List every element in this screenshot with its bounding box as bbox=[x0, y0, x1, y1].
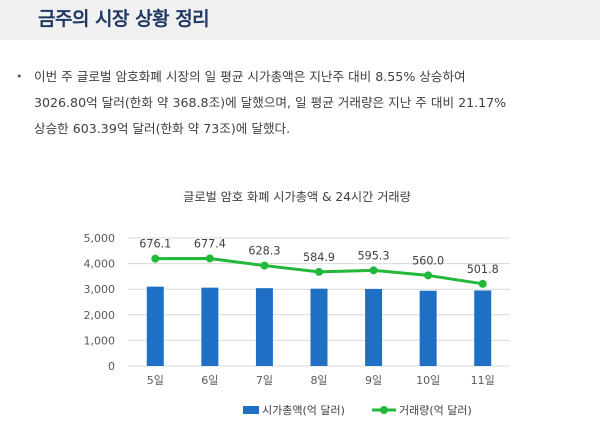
line-point bbox=[315, 267, 323, 276]
summary-line-3: 상승한 603.39억 달러(한화 약 73조)에 달했다. bbox=[34, 121, 291, 136]
line-point bbox=[424, 271, 433, 280]
data-label: 628.3 bbox=[248, 245, 280, 258]
line-point bbox=[151, 254, 160, 263]
legend-label: 시가총액(억 달러) bbox=[262, 404, 345, 417]
summary-line-2: 3026.80억 달러(한화 약 368.8조)에 달했으며, 일 평균 거래량… bbox=[34, 95, 507, 110]
bar bbox=[201, 287, 219, 366]
y-tick-label: 4,000 bbox=[84, 258, 116, 271]
line-point bbox=[369, 266, 378, 275]
line-point bbox=[478, 279, 487, 288]
bar bbox=[365, 288, 383, 366]
header-band bbox=[0, 0, 600, 40]
bar bbox=[310, 288, 328, 366]
x-tick-label: 8일 bbox=[310, 373, 327, 387]
y-tick-label: 0 bbox=[108, 360, 115, 373]
x-tick-label: 10일 bbox=[416, 373, 440, 387]
data-label: 676.1 bbox=[139, 238, 171, 251]
x-tick-label: 5일 bbox=[147, 373, 164, 387]
bar bbox=[474, 290, 492, 366]
data-label: 677.4 bbox=[194, 237, 226, 250]
legend-line-marker bbox=[380, 406, 388, 414]
summary-text: 이번 주 글로벌 암호화폐 시장의 일 평균 시가총액은 지난주 대비 8.55… bbox=[34, 64, 586, 142]
bar bbox=[146, 286, 164, 366]
data-label: 584.9 bbox=[303, 251, 335, 264]
bar bbox=[419, 290, 437, 366]
x-tick-label: 6일 bbox=[201, 373, 218, 387]
line-point bbox=[205, 254, 214, 263]
legend-bar-swatch bbox=[243, 406, 259, 414]
summary-line-1: 이번 주 글로벌 암호화폐 시장의 일 평균 시가총액은 지난주 대비 8.55… bbox=[34, 69, 466, 84]
x-tick-label: 9일 bbox=[365, 373, 382, 387]
data-label: 501.8 bbox=[467, 263, 499, 276]
chart-title: 글로벌 암호 화폐 시가총액 & 24시간 거래량 bbox=[183, 190, 411, 204]
y-tick-label: 2,000 bbox=[84, 309, 116, 322]
bar bbox=[255, 288, 273, 366]
data-label: 595.3 bbox=[358, 249, 390, 262]
y-tick-label: 3,000 bbox=[84, 283, 116, 296]
line-point bbox=[260, 261, 269, 270]
legend-label: 거래량(억 달러) bbox=[399, 404, 472, 417]
data-label: 560.0 bbox=[412, 254, 444, 267]
y-tick-label: 1,000 bbox=[84, 334, 116, 347]
y-tick-label: 5,000 bbox=[84, 232, 116, 245]
x-tick-label: 7일 bbox=[256, 373, 273, 387]
bullet-icon: • bbox=[16, 70, 23, 83]
x-tick-label: 11일 bbox=[471, 373, 495, 387]
page-title: 금주의 시장 상황 정리 bbox=[38, 8, 210, 30]
